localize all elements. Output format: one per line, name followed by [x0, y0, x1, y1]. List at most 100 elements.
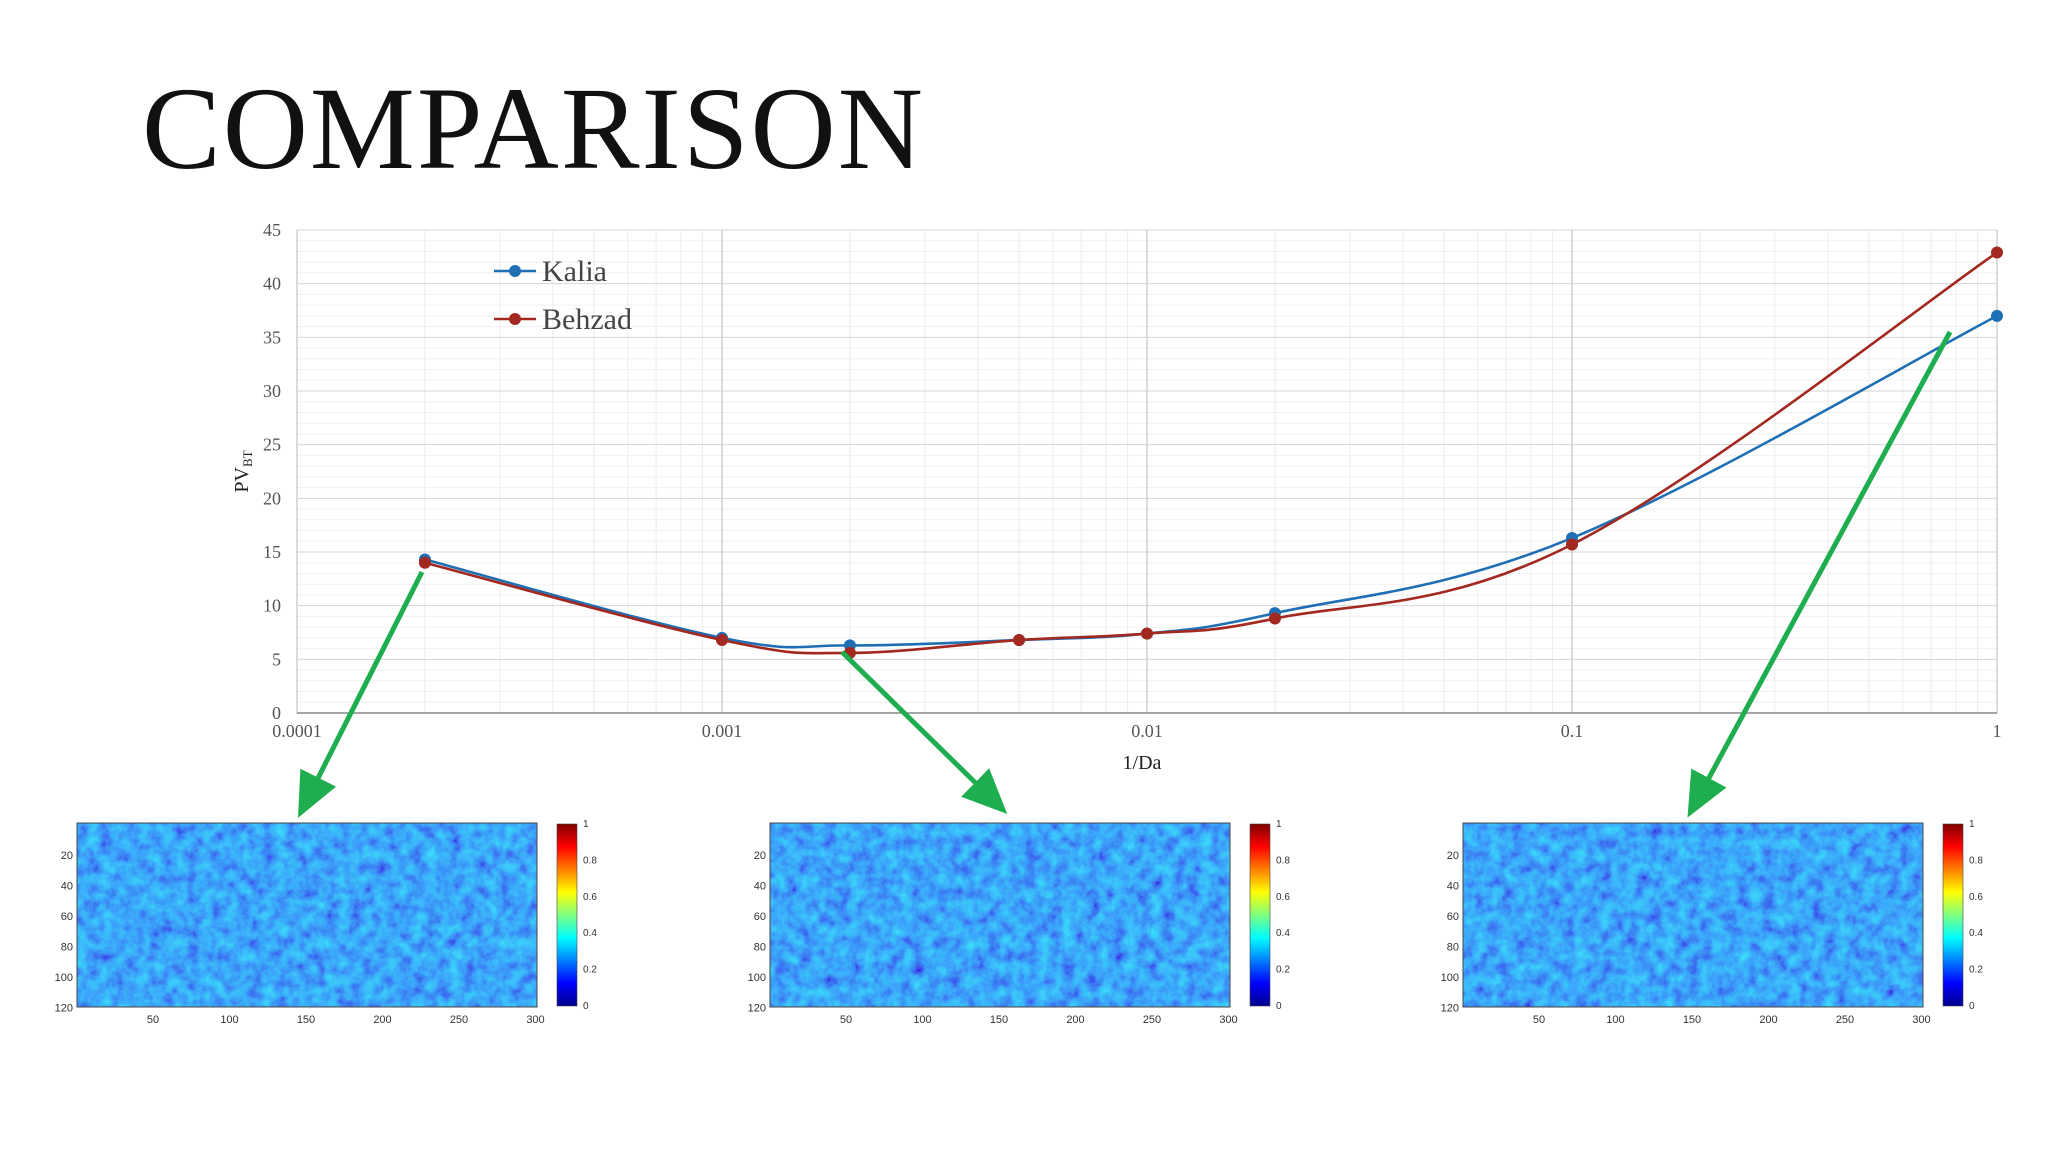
y-tick-label: 0: [272, 703, 281, 723]
y-tick-label: 40: [263, 274, 281, 294]
map-panel: 20 40 60 80 100 120 50 100 150 200 250 300 0 0.2 0.4 0.…: [55, 819, 598, 1026]
series-layer: [418, 246, 2003, 659]
y-axis-title-main: PV: [231, 466, 253, 492]
callout-arrows: [297, 330, 1953, 818]
y-axis-title-subscript: BT: [240, 450, 255, 467]
data-point: [1141, 627, 1153, 640]
map-x-tick: 200: [1066, 1014, 1084, 1026]
colorbar-tick: 0: [1969, 1001, 1975, 1012]
data-point: [1268, 612, 1281, 625]
map-x-tick: 50: [1533, 1014, 1545, 1026]
map-x-tick: 300: [1912, 1014, 1930, 1026]
map-x-tick: 100: [1606, 1014, 1624, 1026]
legend-marker: [509, 313, 521, 325]
map-x-tick: 100: [220, 1014, 238, 1026]
map-y-tick: 40: [754, 881, 766, 893]
x-tick-label: 1: [1993, 721, 2002, 741]
y-tick-label: 30: [263, 381, 281, 401]
map-x-tick: 150: [1683, 1014, 1701, 1026]
map-x-tick: 50: [147, 1014, 159, 1026]
data-point: [1991, 246, 2003, 259]
slide-title: COMPARISON: [142, 63, 925, 194]
y-tick-label: 25: [263, 435, 281, 455]
x-tick-label: 0.1: [1561, 721, 1584, 741]
colorbar-tick: 0.2: [1276, 965, 1290, 976]
map-border: [1462, 822, 1924, 1008]
x-axis-ticks: 0.0001 0.001 0.01 0.1 1: [272, 721, 2001, 741]
y-axis-title: PVBT: [231, 450, 255, 492]
colorbar: [556, 823, 578, 1007]
map-y-tick: 60: [1447, 911, 1459, 923]
map-y-tick: 120: [1441, 1003, 1459, 1015]
map-x-tick: 150: [297, 1014, 315, 1026]
series-behzad: [418, 246, 2003, 659]
map-y-tick: 40: [61, 881, 73, 893]
legend: Kalia Behzad: [494, 255, 632, 336]
map-x-tick: 250: [1836, 1014, 1854, 1026]
map-y-tick: 20: [754, 850, 766, 862]
map-y-tick: 20: [1447, 850, 1459, 862]
map-x-tick: 100: [913, 1014, 931, 1026]
map-y-tick: 80: [61, 942, 73, 954]
colorbar: [1942, 823, 1964, 1007]
map-panel: 20 40 60 80 100 120 50 100 150 200 250 300 0 0.2 0.4 0.…: [748, 819, 1291, 1026]
map-x-tick: 300: [1219, 1014, 1237, 1026]
y-tick-label: 10: [263, 596, 281, 616]
map-border: [769, 822, 1231, 1008]
map-y-tick: 80: [1447, 942, 1459, 954]
callout-arrow: [1687, 330, 1953, 818]
y-tick-label: 45: [263, 220, 281, 240]
map-field: [1463, 823, 1923, 1007]
colorbar-tick: 0.4: [1969, 928, 1983, 939]
colorbar-tick: 0.2: [583, 965, 597, 976]
legend-label: Kalia: [542, 255, 607, 288]
data-point: [1566, 538, 1578, 551]
legend-label: Behzad: [542, 303, 632, 336]
colorbar-tick: 0.6: [1276, 892, 1290, 903]
y-axis-ticks: 0 5 10 15 20 25 30 35 40 45: [263, 220, 281, 723]
colorbar-tick: 0.8: [1969, 855, 1983, 866]
data-point: [716, 634, 728, 647]
legend-marker: [509, 265, 521, 277]
x-tick-label: 0.0001: [272, 721, 322, 741]
map-x-tick: 250: [1143, 1014, 1161, 1026]
colorbar-tick: 0: [1276, 1001, 1282, 1012]
callout-arrow: [840, 650, 1008, 814]
callout-arrow: [297, 570, 425, 818]
x-axis-title: 1/Da: [1123, 752, 1162, 774]
data-point: [418, 556, 431, 569]
colorbar-tick: 0.6: [1969, 892, 1983, 903]
map-y-tick: 60: [61, 911, 73, 923]
colorbar-tick: 0.4: [583, 928, 597, 939]
data-point: [1991, 309, 2003, 322]
colorbar-tick: 0.2: [1969, 965, 1983, 976]
map-x-tick: 200: [1759, 1014, 1777, 1026]
colorbar-tick: 0: [583, 1001, 589, 1012]
map-y-tick: 60: [754, 911, 766, 923]
colorbar-tick: 1: [1969, 819, 1975, 830]
map-y-tick: 80: [754, 942, 766, 954]
map-y-tick: 100: [1441, 972, 1459, 984]
map-x-tick: 200: [373, 1014, 391, 1026]
map-field: [770, 823, 1230, 1007]
y-tick-label: 5: [272, 649, 281, 669]
map-y-tick: 20: [61, 850, 73, 862]
map-x-tick: 300: [526, 1014, 544, 1026]
map-x-tick: 50: [840, 1014, 852, 1026]
colorbar-tick: 1: [1276, 819, 1282, 830]
map-y-tick: 40: [1447, 881, 1459, 893]
map-x-tick: 250: [450, 1014, 468, 1026]
map-y-tick: 100: [55, 972, 73, 984]
map-x-tick: 150: [990, 1014, 1008, 1026]
x-tick-label: 0.01: [1131, 721, 1163, 741]
colorbar-tick: 0.8: [1276, 855, 1290, 866]
colorbar-tick: 0.6: [583, 892, 597, 903]
map-panel: 20 40 60 80 100 120 50 100 150 200 250 300 0 0.2 0.4 0.…: [1441, 819, 1984, 1026]
map-field: [77, 823, 537, 1007]
map-y-tick: 120: [748, 1003, 766, 1015]
map-border: [76, 822, 538, 1008]
colorbar: [1249, 823, 1271, 1007]
map-y-tick: 100: [748, 972, 766, 984]
data-point: [1013, 634, 1026, 647]
